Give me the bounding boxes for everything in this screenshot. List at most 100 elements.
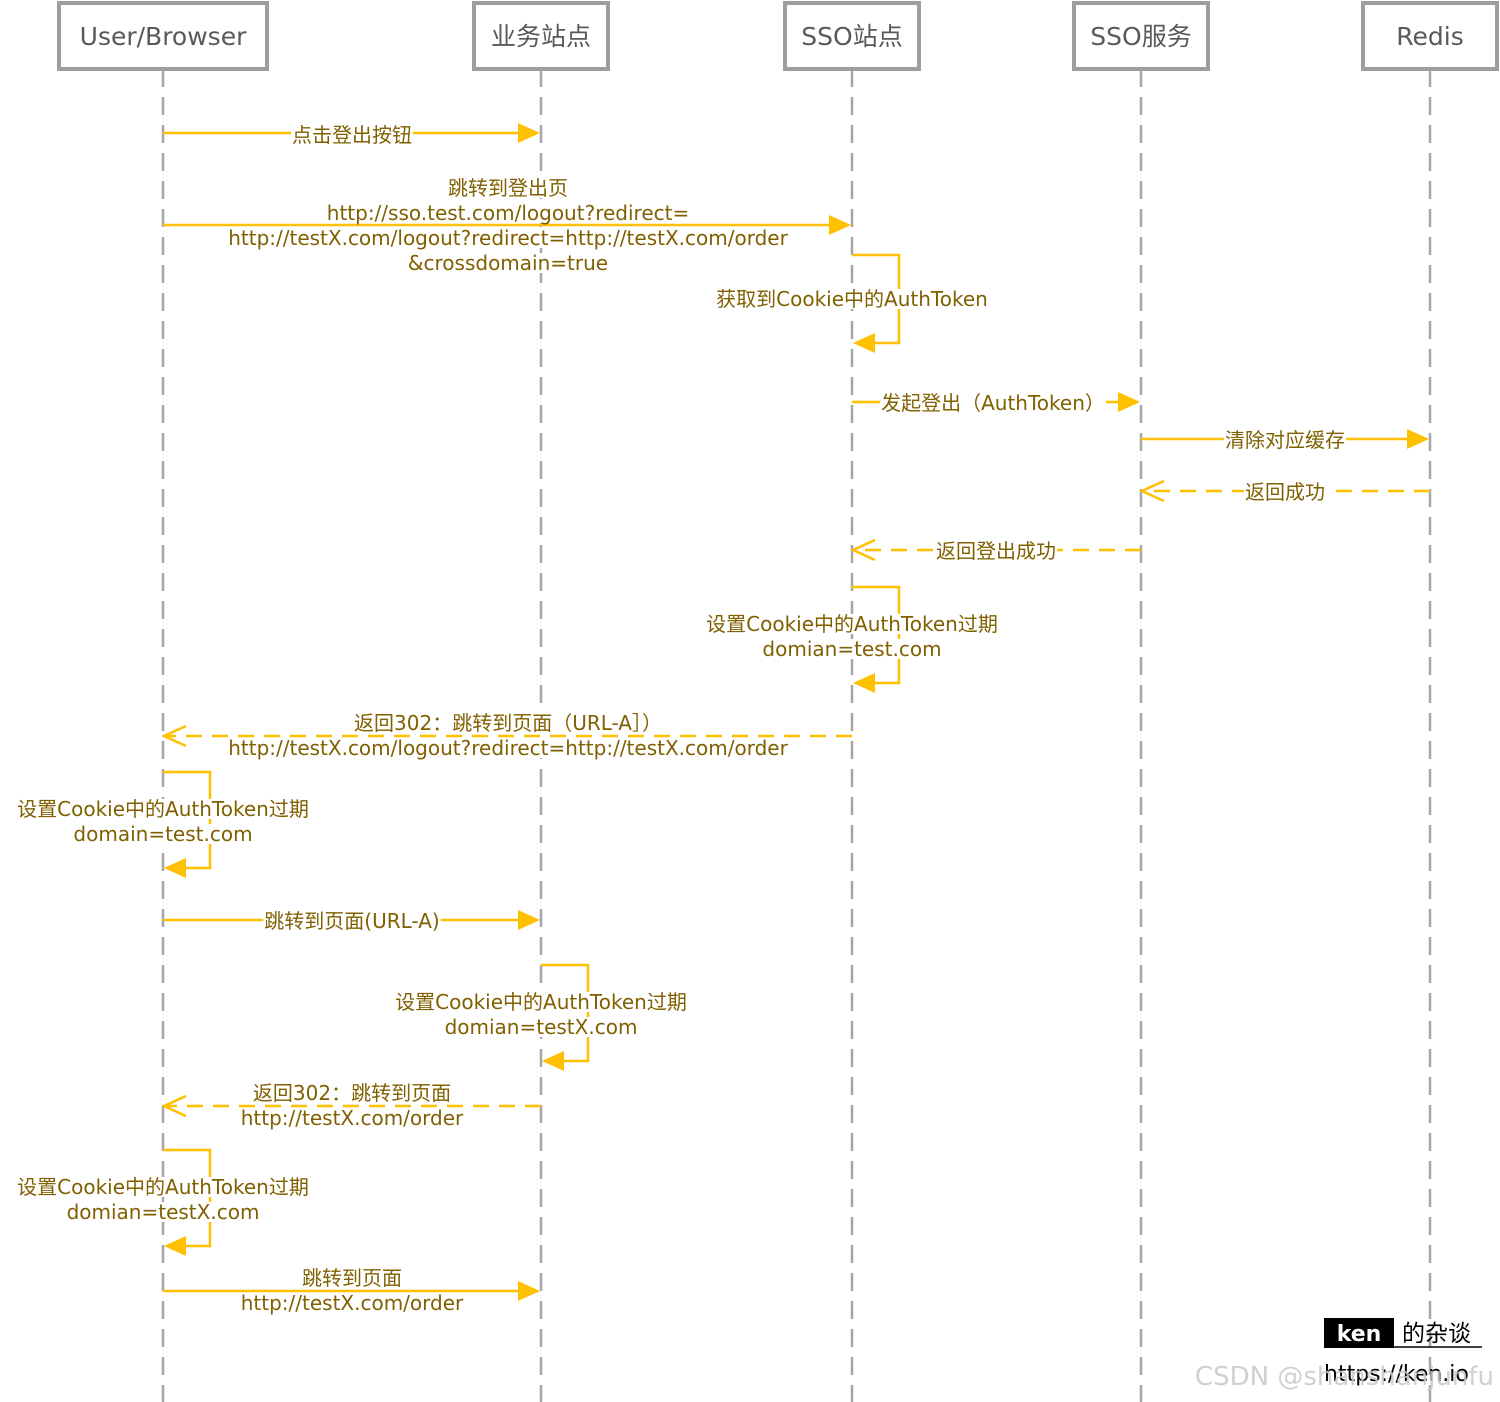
- message-label: 返回登出成功: [935, 539, 1057, 563]
- label-background: [880, 393, 1106, 413]
- messages: 点击登出按钮跳转到登出页http://sso.test.com/logout?r…: [16, 123, 1430, 1315]
- message-label: 跳转到页面(URL-A): [263, 909, 441, 933]
- actor-label: 业务站点: [491, 22, 591, 51]
- arrowhead: [518, 910, 540, 930]
- actor-box: [57, 1, 269, 71]
- brand-name: ken: [1337, 1322, 1382, 1347]
- message: 返回成功: [1138, 479, 1430, 504]
- actor-box: [1072, 1, 1210, 71]
- actor: 业务站点: [472, 1, 610, 71]
- message-label: 返回成功: [1244, 480, 1326, 504]
- message-line: [541, 963, 590, 1063]
- message-label-line: 返回302：跳转到页面（URL-A］）: [354, 711, 662, 735]
- label-background: [935, 541, 1057, 561]
- brand-url: https://ken.io: [1324, 1362, 1469, 1387]
- message-label-line: 返回成功: [1245, 480, 1325, 504]
- message-label-line: 点击登出按钮: [292, 123, 412, 147]
- message: 发起登出（AuthToken）: [852, 391, 1140, 415]
- label-background: [301, 1268, 403, 1288]
- actor: User/Browser: [57, 1, 269, 71]
- label-background: [239, 1293, 466, 1313]
- message-label: 返回302：跳转到页面（URL-A］）http://testX.com/logo…: [227, 711, 790, 760]
- message-label: 清除对应缓存: [1224, 428, 1346, 452]
- message: 返回登出成功: [849, 538, 1141, 563]
- message-label: 点击登出按钮: [291, 123, 413, 147]
- arrowhead: [1138, 479, 1165, 503]
- label-background: [715, 289, 989, 309]
- actor-label: User/Browser: [80, 22, 247, 51]
- message-label-line: http://testX.com/logout?redirect=http://…: [228, 736, 788, 760]
- actor-box: [783, 1, 921, 71]
- message-label-line: 设置Cookie中的AuthToken过期: [706, 612, 998, 636]
- arrowhead: [853, 673, 875, 693]
- message-label-line: domian=testX.com: [445, 1015, 638, 1039]
- message: 清除对应缓存: [1141, 428, 1429, 452]
- arrowhead: [829, 215, 851, 235]
- message-label-line: &crossdomain=true: [408, 251, 608, 275]
- actor-label: SSO服务: [1090, 22, 1191, 51]
- label-background: [227, 228, 790, 248]
- message-line: [163, 770, 212, 870]
- label-background: [72, 824, 254, 844]
- label-background: [227, 738, 790, 758]
- message-label-line: 跳转到页面(URL-A): [264, 909, 439, 933]
- label-background: [761, 639, 943, 659]
- actor-label: SSO站点: [801, 22, 902, 51]
- message-label-line: http://testX.com/order: [241, 1291, 464, 1315]
- label-background: [251, 1083, 453, 1103]
- arrowhead: [518, 123, 540, 143]
- label-background: [65, 1202, 261, 1222]
- actor: SSO服务: [1072, 1, 1210, 71]
- message-label-line: 发起登出（AuthToken）: [881, 391, 1105, 415]
- branding: ken 的杂谈 https://ken.io: [1324, 1318, 1482, 1387]
- label-background: [325, 203, 691, 223]
- label-background: [1244, 482, 1326, 502]
- label-background: [443, 1017, 639, 1037]
- actor-box: [472, 1, 610, 71]
- actor-box: [1361, 1, 1499, 71]
- arrowhead: [853, 333, 875, 353]
- arrowhead: [160, 1094, 187, 1118]
- message-label-line: http://sso.test.com/logout?redirect=: [327, 201, 689, 225]
- actors: User/Browser 业务站点 SSO站点 SSO服务 Redis: [57, 1, 1499, 71]
- message-label-line: 获取到Cookie中的AuthToken: [716, 287, 988, 311]
- message-label-line: domian=test.com: [762, 637, 941, 661]
- label-background: [447, 178, 569, 198]
- message: 点击登出按钮: [163, 123, 540, 147]
- message-label: 跳转到登出页http://sso.test.com/logout?redirec…: [227, 176, 790, 275]
- actor-label: Redis: [1396, 22, 1463, 51]
- message-label-line: 设置Cookie中的AuthToken过期: [17, 797, 309, 821]
- message-line: [852, 585, 901, 685]
- message-label-line: domian=testX.com: [67, 1200, 260, 1224]
- label-background: [16, 1177, 310, 1197]
- message-label-line: 设置Cookie中的AuthToken过期: [395, 990, 687, 1014]
- arrowhead: [1118, 392, 1140, 412]
- message: 跳转到页面(URL-A): [163, 909, 540, 933]
- arrowhead: [164, 1236, 186, 1256]
- message-label-line: 返回302：跳转到页面: [253, 1081, 451, 1105]
- message-label-line: 设置Cookie中的AuthToken过期: [17, 1175, 309, 1199]
- label-background: [1224, 430, 1346, 450]
- arrowhead: [542, 1051, 564, 1071]
- message-label-line: 跳转到登出页: [448, 176, 568, 200]
- label-background: [394, 992, 688, 1012]
- arrowhead: [1407, 429, 1429, 449]
- csdn-watermark: CSDN @shanshanjunfu: [1195, 1362, 1494, 1392]
- message-label-line: http://testX.com/logout?redirect=http://…: [228, 226, 788, 250]
- brand-tagline: 的杂谈: [1402, 1321, 1471, 1347]
- arrowhead: [518, 1281, 540, 1301]
- brand-badge: [1324, 1318, 1394, 1348]
- message: 获取到Cookie中的AuthToken: [715, 253, 989, 353]
- arrowhead: [164, 858, 186, 878]
- label-background: [705, 614, 999, 634]
